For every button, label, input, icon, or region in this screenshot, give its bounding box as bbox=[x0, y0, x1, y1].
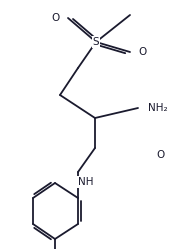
Text: O: O bbox=[138, 47, 146, 57]
Text: O: O bbox=[52, 13, 60, 23]
Text: NH₂: NH₂ bbox=[148, 103, 168, 113]
Text: NH: NH bbox=[78, 177, 94, 187]
Text: O: O bbox=[156, 150, 164, 160]
Text: S: S bbox=[93, 37, 99, 47]
